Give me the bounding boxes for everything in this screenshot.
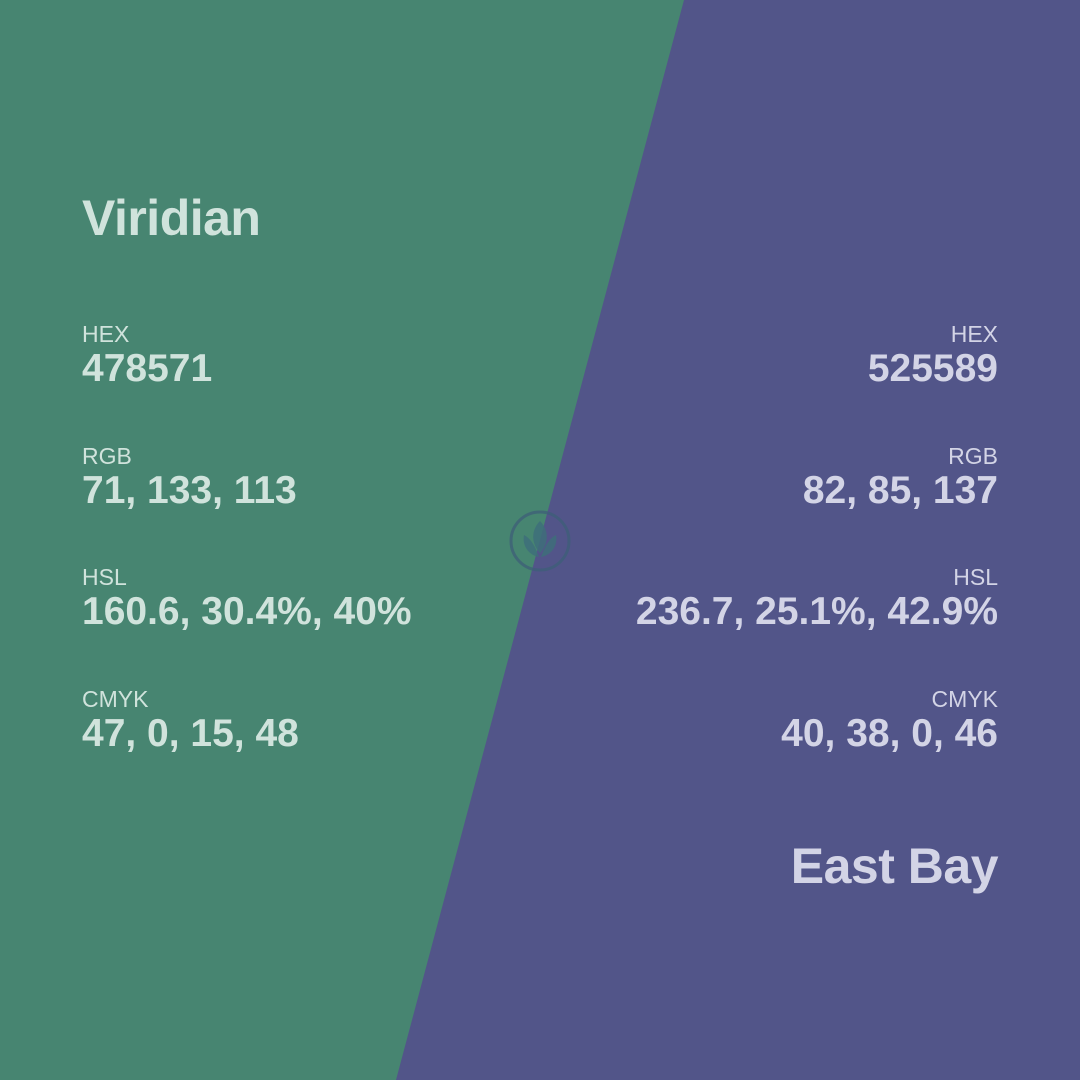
right-cmyk-value: 40, 38, 0, 46: [781, 712, 998, 755]
right-rgb-group: RGB 82, 85, 137: [538, 443, 998, 513]
left-hsl-group: HSL 160.6, 30.4%, 40%: [82, 564, 542, 634]
left-swatch-name: Viridian: [82, 190, 261, 246]
left-rgb-group: RGB 71, 133, 113: [82, 443, 542, 513]
left-rgb-label: RGB: [82, 443, 132, 469]
right-rgb-label: RGB: [948, 443, 998, 469]
leaf-logo-icon: [509, 510, 571, 572]
right-cmyk-label: CMYK: [931, 686, 998, 712]
right-cmyk-group: CMYK 40, 38, 0, 46: [538, 686, 998, 756]
left-hex-group: HEX 478571: [82, 321, 542, 391]
left-hex-label: HEX: [82, 321, 130, 347]
left-hsl-label: HSL: [82, 564, 127, 590]
left-cmyk-label: CMYK: [82, 686, 149, 712]
right-hex-value: 525589: [867, 347, 998, 390]
left-hsl-value: 160.6, 30.4%, 40%: [82, 590, 412, 633]
left-cmyk-group: CMYK 47, 0, 15, 48: [82, 686, 542, 756]
right-hsl-group: HSL 236.7, 25.1%, 42.9%: [538, 564, 998, 634]
left-cmyk-value: 47, 0, 15, 48: [82, 712, 299, 755]
right-hsl-label: HSL: [953, 564, 998, 590]
right-hex-group: HEX 525589: [538, 321, 998, 391]
right-swatch-name: East Bay: [790, 838, 999, 894]
left-hex-value: 478571: [82, 347, 213, 390]
right-rgb-value: 82, 85, 137: [802, 469, 998, 512]
left-rgb-value: 71, 133, 113: [82, 469, 297, 512]
right-hex-label: HEX: [950, 321, 998, 347]
right-hsl-value: 236.7, 25.1%, 42.9%: [635, 590, 998, 633]
right-swatch-panel: [396, 0, 1080, 1080]
